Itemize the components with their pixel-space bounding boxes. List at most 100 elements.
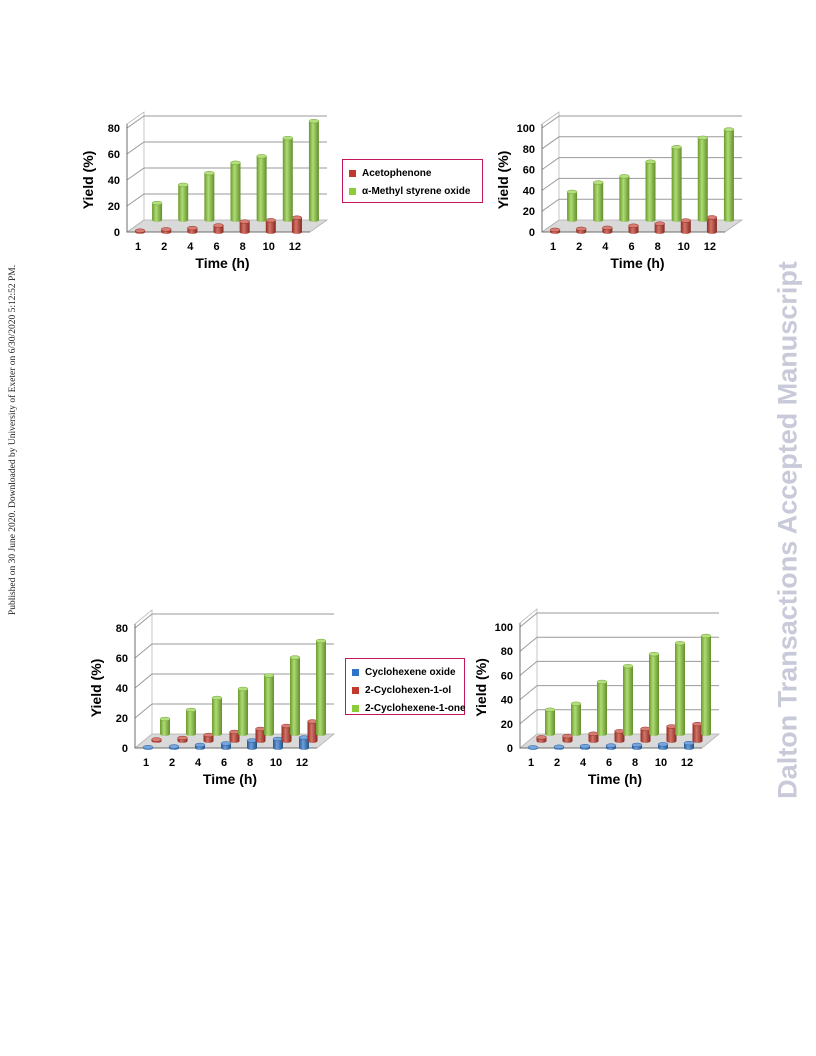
bar-cap (553, 744, 565, 749)
bar-cap (697, 135, 709, 140)
x-tick-label: 1 (550, 241, 556, 253)
bar (544, 707, 556, 736)
bar-body (230, 162, 241, 222)
x-tick-label: 2 (161, 241, 167, 253)
bar (657, 742, 669, 750)
bar-cap (308, 119, 320, 124)
x-tick-label: 12 (681, 757, 693, 769)
bar (648, 651, 660, 736)
bar (213, 223, 224, 234)
bar-body (238, 689, 248, 736)
bar-body (160, 719, 170, 736)
bar-cap (631, 742, 643, 748)
bar-body (628, 225, 639, 234)
y-tick-label: 60 (108, 149, 120, 161)
bar-cap (657, 742, 669, 747)
legend-label: 2-Cyclohexen-1-ol (365, 684, 452, 696)
bar (680, 218, 692, 234)
x-tick-label: 10 (263, 241, 275, 253)
legend-item: Acetophenone (349, 164, 476, 182)
bar-cap (185, 707, 197, 713)
x-tick-label: 6 (213, 241, 219, 253)
bar-body (567, 191, 578, 222)
bar (592, 180, 604, 222)
bar-body (316, 641, 326, 736)
y-tick-label: 80 (501, 646, 513, 658)
bar (683, 741, 695, 750)
bar-cap (134, 228, 146, 233)
bar-cap (602, 225, 613, 230)
bar-body (571, 703, 581, 736)
bar-body (640, 728, 651, 743)
y-tick-label: 60 (116, 653, 128, 665)
bar-cap (674, 641, 686, 646)
bar (622, 664, 634, 736)
bar-body (623, 666, 633, 736)
legend-item: 2-Cyclohexen-1-ol (352, 681, 458, 699)
bar-cap (204, 171, 215, 176)
legend-label: α-Methyl styrene oxide (362, 185, 471, 197)
bar-cap (605, 743, 617, 748)
bar-cap (619, 174, 630, 179)
bar-body (692, 724, 703, 743)
x-tick-label: 4 (195, 757, 202, 769)
bar (666, 724, 677, 743)
x-tick-label: 10 (678, 241, 690, 253)
y-tick-label: 80 (108, 123, 120, 135)
x-tick-label: 1 (143, 757, 149, 769)
side-wall (134, 609, 153, 749)
x-tick-label: 2 (554, 757, 560, 769)
bar-body (273, 739, 283, 750)
bar-body (290, 657, 300, 736)
bar-cap (230, 160, 241, 165)
x-axis-title: Time (h) (610, 255, 664, 271)
gridline (134, 703, 334, 719)
legend-swatch (349, 187, 356, 195)
y-tick-label: 60 (501, 670, 513, 682)
bar-cap (579, 744, 591, 749)
bar-body (654, 223, 665, 234)
bar (570, 701, 582, 736)
bar-cap (282, 135, 294, 141)
y-tick-label: 20 (116, 713, 128, 725)
bar-cap (628, 223, 639, 228)
bar-cap (562, 734, 573, 739)
bar-body (204, 173, 215, 222)
bar-cap (315, 638, 327, 644)
bar-cap (177, 182, 189, 188)
side-wall (541, 111, 560, 233)
legend-item: Cyclohexene oxide (352, 663, 458, 681)
gridline (126, 167, 327, 181)
x-tick-label: 2 (576, 241, 582, 253)
bar-body (212, 698, 222, 736)
bar (553, 744, 565, 750)
legend-top-left: Acetophenone α-Methyl styrene oxide (342, 159, 483, 203)
legend-label: Acetophenone (362, 167, 432, 179)
bar-body (597, 681, 607, 736)
gridline (541, 157, 742, 171)
gridline (126, 115, 327, 129)
bar (187, 225, 198, 234)
bar-cap (575, 226, 587, 232)
bar-cap (151, 737, 162, 742)
bar-body (239, 221, 250, 234)
gridline (541, 177, 742, 191)
bar-cap (654, 221, 665, 226)
bar (575, 226, 587, 234)
bar (723, 127, 735, 222)
legend-swatch (352, 704, 359, 712)
bar-cap (289, 655, 301, 660)
bar (579, 744, 591, 750)
y-tick-label: 60 (523, 165, 535, 177)
y-tick-label: 40 (523, 185, 535, 197)
bar-cap (622, 664, 634, 669)
bar-cap (570, 701, 582, 706)
bar (134, 228, 146, 234)
y-tick-label: 80 (116, 623, 128, 635)
bar-body (619, 176, 630, 222)
bar (289, 655, 301, 736)
bar-body (247, 740, 257, 750)
y-tick-label: 80 (523, 144, 535, 156)
bar (229, 729, 240, 743)
